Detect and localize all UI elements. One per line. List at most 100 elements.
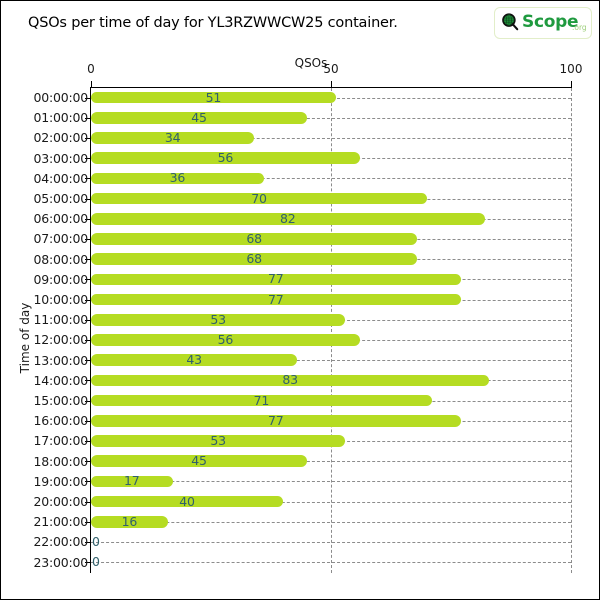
y-tick-label: 21:00:00 — [33, 514, 88, 530]
bar[interactable] — [91, 334, 360, 346]
bar-row[interactable]: 20:00:00 40 — [33, 492, 571, 512]
y-tick-mark — [85, 481, 91, 483]
bar-value-label: 68 — [246, 230, 262, 246]
y-tick-mark — [85, 198, 91, 200]
bar-row[interactable]: 07:00:00 68 — [33, 229, 571, 249]
bar-value-label: 77 — [268, 271, 284, 287]
scope-logo[interactable]: Scope .org — [494, 7, 592, 39]
bar[interactable] — [91, 132, 255, 144]
bar[interactable] — [91, 112, 307, 124]
bar-row[interactable]: 15:00:00 71 — [33, 391, 571, 411]
bar-row[interactable]: 10:00:00 77 — [33, 290, 571, 310]
vertical-gridline — [331, 88, 332, 573]
x-tick-mark — [91, 81, 92, 88]
bar[interactable] — [91, 415, 461, 427]
bar-value-label: 34 — [164, 129, 181, 145]
y-tick-label: 09:00:00 — [33, 271, 88, 287]
bar-row[interactable]: 00:00:00 51 — [33, 88, 571, 108]
bar-row[interactable]: 22:00:00 0 — [33, 532, 571, 552]
bar[interactable] — [91, 253, 418, 266]
bar-value-label: 71 — [253, 392, 270, 408]
y-tick-label: 10:00:00 — [33, 292, 88, 307]
bar[interactable] — [91, 475, 173, 488]
horizontal-gridline — [91, 461, 571, 463]
bar-value-label: 77 — [268, 291, 284, 307]
bar[interactable] — [91, 273, 461, 286]
y-tick-mark — [85, 319, 91, 321]
x-axis-title: QSOs — [294, 56, 328, 70]
logo-tld: .org — [572, 23, 587, 32]
bar[interactable] — [91, 455, 307, 468]
y-tick-label: 11:00:00 — [33, 312, 88, 328]
y-tick-mark — [85, 339, 91, 341]
bar-value-label: 56 — [217, 150, 234, 166]
bar-row[interactable]: 23:00:00 0 — [33, 553, 571, 573]
y-tick-mark — [85, 420, 91, 422]
bar[interactable] — [91, 435, 346, 447]
y-tick-mark — [85, 521, 91, 523]
y-axis-line — [90, 87, 91, 573]
y-tick-label: 17:00:00 — [33, 433, 88, 449]
bar-row[interactable]: 02:00:00 34 — [33, 128, 571, 148]
bar-value-label: 17 — [124, 473, 140, 489]
y-tick-label: 02:00:00 — [33, 130, 88, 146]
bar-row[interactable]: 19:00:00 17 — [33, 472, 571, 492]
bar[interactable] — [91, 293, 461, 306]
bar[interactable] — [91, 91, 336, 104]
bar-row[interactable]: 13:00:00 43 — [33, 351, 571, 371]
vertical-gridline — [571, 88, 572, 573]
bar-row[interactable]: 17:00:00 53 — [33, 431, 571, 451]
x-tick-label: 50 — [323, 62, 339, 76]
bar[interactable] — [91, 354, 298, 367]
y-tick-mark — [85, 400, 91, 402]
y-tick-label: 06:00:00 — [33, 211, 88, 227]
y-tick-label: 03:00:00 — [33, 150, 88, 166]
bar-row[interactable]: 04:00:00 36 — [33, 169, 571, 189]
bar[interactable] — [91, 314, 346, 326]
bar-row[interactable]: 16:00:00 77 — [33, 411, 571, 431]
bar-value-label: 36 — [169, 170, 186, 186]
x-tick-label: 100 — [559, 62, 583, 76]
bar[interactable] — [91, 172, 264, 185]
y-tick-mark — [85, 218, 91, 220]
bar-value-label: 45 — [191, 109, 207, 125]
bar[interactable] — [91, 192, 427, 205]
y-tick-label: 07:00:00 — [33, 231, 88, 247]
y-tick-label: 23:00:00 — [33, 554, 88, 570]
bar-row[interactable]: 12:00:00 56 — [33, 330, 571, 350]
bar-row[interactable]: 08:00:00 68 — [33, 250, 571, 270]
y-tick-mark — [85, 178, 91, 180]
bar-row[interactable]: 06:00:00 82 — [33, 209, 571, 229]
bar-row[interactable]: 05:00:00 70 — [33, 189, 571, 209]
bar-value-label: 45 — [191, 453, 207, 469]
bar[interactable] — [91, 152, 360, 165]
bar[interactable] — [91, 233, 418, 245]
bar-row[interactable]: 03:00:00 56 — [33, 149, 571, 169]
horizontal-gridline — [91, 481, 571, 483]
bar-row[interactable]: 09:00:00 77 — [33, 270, 571, 290]
x-tick-mark — [571, 81, 572, 88]
bar[interactable] — [91, 374, 490, 387]
bar[interactable] — [91, 394, 432, 407]
horizontal-gridline — [91, 137, 571, 139]
bar[interactable] — [91, 213, 485, 225]
bar-row[interactable]: 18:00:00 45 — [33, 452, 571, 472]
bar-row[interactable]: 21:00:00 16 — [33, 512, 571, 532]
bar-value-label: 77 — [268, 412, 284, 428]
y-tick-label: 15:00:00 — [33, 393, 88, 408]
bar[interactable] — [91, 495, 283, 508]
y-tick-mark — [85, 279, 91, 281]
y-tick-mark — [85, 299, 91, 301]
x-tick-mark — [331, 81, 332, 88]
bar-value-label: 56 — [217, 331, 234, 347]
y-tick-label: 22:00:00 — [33, 534, 88, 550]
bar-row[interactable]: 01:00:00 45 — [33, 108, 571, 128]
y-tick-label: 18:00:00 — [33, 453, 88, 469]
bar[interactable] — [91, 516, 168, 528]
y-tick-mark — [85, 461, 91, 463]
y-tick-label: 04:00:00 — [33, 170, 88, 186]
bar-row[interactable]: 11:00:00 53 — [33, 310, 571, 330]
bar-value-label: 53 — [210, 432, 226, 448]
bar-row[interactable]: 14:00:00 83 — [33, 371, 571, 391]
